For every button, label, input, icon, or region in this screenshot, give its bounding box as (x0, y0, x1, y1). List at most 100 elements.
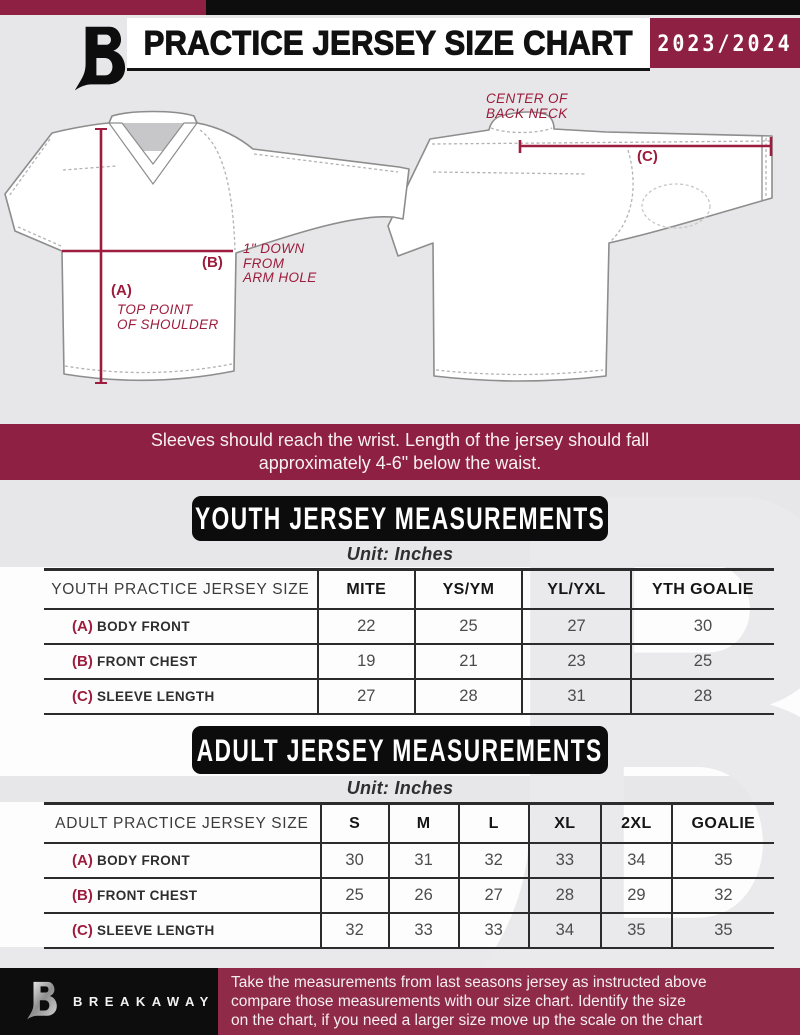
row-label: FRONT CHEST (92, 888, 198, 903)
fit-instruction-banner: Sleeves should reach the wrist. Length o… (0, 424, 800, 480)
youth-unit-label: Unit: Inches (346, 544, 454, 564)
row-tag: (B) (72, 887, 93, 904)
page-title: PRACTICE JERSEY SIZE CHART (143, 23, 634, 62)
value-cell: 28 (527, 878, 601, 914)
value-cell: 32 (457, 843, 529, 879)
measurement-label-cell: (C) SLEEVE LENGTH (44, 913, 321, 949)
value-cell: 35 (599, 913, 672, 949)
page-title-box: PRACTICE JERSEY SIZE CHART (127, 18, 650, 68)
value-cell: 33 (387, 913, 459, 949)
measurement-lines (62, 128, 773, 384)
size-column-header: YTH GOALIE (629, 568, 774, 610)
value-cell: 27 (316, 679, 415, 715)
value-cell: 21 (413, 644, 523, 680)
season-badge: 2023/2024 (650, 18, 800, 68)
value-cell: 28 (629, 679, 774, 715)
value-cell: 32 (670, 878, 774, 914)
footer-instructions-text: Take the measurements from last seasons … (231, 974, 707, 1029)
youth-section-heading: YOUTH JERSEY MEASUREMENTS (194, 499, 606, 537)
value-cell: 34 (599, 843, 672, 879)
value-cell: 35 (670, 843, 774, 879)
fit-instruction-text: Sleeves should reach the wrist. Length o… (150, 430, 650, 473)
table-row: (B) FRONT CHEST 19 21 23 25 (44, 644, 774, 680)
footer-brand-block: BREAKAWAY (0, 968, 218, 1035)
value-cell: 22 (316, 609, 415, 645)
value-cell: 30 (629, 609, 774, 645)
front-jersey-drawing (4, 110, 410, 382)
measurement-label-cell: (C) SLEEVE LENGTH (44, 679, 318, 715)
adult-section-heading: ADULT JERSEY MEASUREMENTS (197, 731, 603, 768)
label-a-tag: (A) (111, 282, 132, 299)
table-row: (A) BODY FRONT 22 25 27 30 (44, 609, 774, 645)
jersey-diagrams (4, 110, 773, 384)
value-cell: 25 (319, 878, 389, 914)
size-column-header: GOALIE (670, 802, 774, 844)
youth-size-table: YOUTH PRACTICE JERSEY SIZE MITE YS/YM YL/YX… (44, 568, 774, 715)
row-tag: (A) (72, 852, 93, 869)
value-cell: 27 (521, 609, 631, 645)
table-row: (C) SLEEVE LENGTH 27 28 31 28 (44, 679, 774, 715)
top-accent-strip-black (206, 0, 800, 15)
value-cell: 26 (387, 878, 459, 914)
row-label: BODY FRONT (92, 853, 190, 868)
value-cell: 30 (319, 843, 389, 879)
table-row: (C) SLEEVE LENGTH 32 33 33 34 35 35 (44, 913, 774, 949)
label-b-note: 1" DOWN FROM ARM HOLE (243, 241, 317, 285)
breakaway-logo (74, 26, 126, 91)
adult-size-table: ADULT PRACTICE JERSEY SIZE S M L XL 2XL GOALIE… (44, 802, 774, 949)
value-cell: 29 (599, 878, 672, 914)
measurement-label-cell: (A) BODY FRONT (44, 843, 321, 879)
value-cell: 19 (316, 644, 415, 680)
table-row: (B) FRONT CHEST 25 26 27 28 29 32 (44, 878, 774, 914)
footer-instructions-block: Take the measurements from last seasons … (218, 968, 800, 1035)
value-cell: 25 (629, 644, 774, 680)
bottom-gray-band (0, 947, 800, 968)
size-column-header: YS/YM (413, 568, 523, 610)
value-cell: 32 (319, 913, 389, 949)
value-cell: 33 (527, 843, 601, 879)
season-label: 2023/2024 (657, 29, 793, 57)
row-tag: (C) (72, 922, 93, 939)
row-label: FRONT CHEST (92, 654, 198, 669)
value-cell: 33 (457, 913, 529, 949)
value-cell: 31 (387, 843, 459, 879)
label-a-note: TOP POINT OF SHOULDER (117, 302, 219, 332)
value-cell: 28 (413, 679, 523, 715)
row-label: SLEEVE LENGTH (92, 689, 215, 704)
measurement-label-cell: (A) BODY FRONT (44, 609, 318, 645)
header-row: ADULT PRACTICE JERSEY SIZE S M L XL 2XL GOALIE (44, 802, 774, 844)
row-tag: (C) (72, 688, 93, 705)
value-cell: 34 (527, 913, 601, 949)
value-cell: 25 (413, 609, 523, 645)
label-c-note: CENTER OF BACK NECK (486, 91, 568, 121)
adult-unit-label: Unit: Inches (346, 778, 454, 798)
size-column-header: XL (527, 802, 601, 844)
breakaway-footer-logo (27, 981, 57, 1019)
footer-brand-name: BREAKAWAY (73, 994, 215, 1009)
value-cell: 35 (670, 913, 774, 949)
row-tag: (A) (72, 618, 93, 635)
table-title-cell: YOUTH PRACTICE JERSEY SIZE (44, 568, 318, 610)
adult-section-heading-pill: ADULT JERSEY MEASUREMENTS (192, 726, 608, 774)
label-c-tag: (C) (637, 148, 658, 165)
table-title-cell: ADULT PRACTICE JERSEY SIZE (44, 802, 321, 844)
back-jersey-drawing (387, 111, 773, 382)
youth-section-heading-pill: YOUTH JERSEY MEASUREMENTS (192, 496, 608, 541)
header-row: YOUTH PRACTICE JERSEY SIZE MITE YS/YM YL/YX… (44, 568, 774, 610)
size-column-header: M (387, 802, 459, 844)
size-column-header: 2XL (599, 802, 672, 844)
label-b-tag: (B) (202, 254, 223, 271)
row-tag: (B) (72, 653, 93, 670)
size-column-header: S (319, 802, 389, 844)
row-label: BODY FRONT (92, 619, 190, 634)
value-cell: 31 (521, 679, 631, 715)
size-column-header: MITE (316, 568, 415, 610)
table-row: (A) BODY FRONT 30 31 32 33 34 35 (44, 843, 774, 879)
value-cell: 27 (457, 878, 529, 914)
measurement-label-cell: (B) FRONT CHEST (44, 878, 321, 914)
top-accent-strip-maroon (0, 0, 206, 15)
value-cell: 23 (521, 644, 631, 680)
row-label: SLEEVE LENGTH (92, 923, 215, 938)
measurement-label-cell: (B) FRONT CHEST (44, 644, 318, 680)
